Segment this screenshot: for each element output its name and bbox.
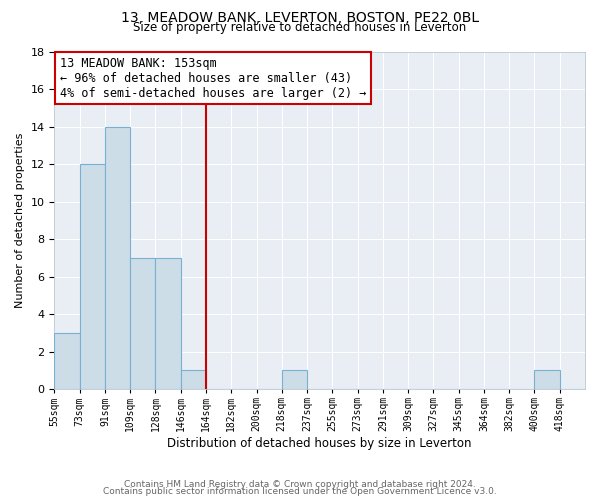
Bar	[130, 258, 155, 389]
Bar	[181, 370, 206, 389]
Bar	[55, 333, 80, 389]
Text: Contains public sector information licensed under the Open Government Licence v3: Contains public sector information licen…	[103, 488, 497, 496]
Text: Contains HM Land Registry data © Crown copyright and database right 2024.: Contains HM Land Registry data © Crown c…	[124, 480, 476, 489]
Bar	[535, 370, 560, 389]
Text: Size of property relative to detached houses in Leverton: Size of property relative to detached ho…	[133, 22, 467, 35]
Bar	[105, 126, 130, 389]
Text: 13, MEADOW BANK, LEVERTON, BOSTON, PE22 0BL: 13, MEADOW BANK, LEVERTON, BOSTON, PE22 …	[121, 11, 479, 25]
X-axis label: Distribution of detached houses by size in Leverton: Distribution of detached houses by size …	[167, 437, 472, 450]
Text: 13 MEADOW BANK: 153sqm
← 96% of detached houses are smaller (43)
4% of semi-deta: 13 MEADOW BANK: 153sqm ← 96% of detached…	[60, 56, 366, 100]
Bar	[80, 164, 105, 389]
Bar	[282, 370, 307, 389]
Bar	[155, 258, 181, 389]
Y-axis label: Number of detached properties: Number of detached properties	[15, 132, 25, 308]
